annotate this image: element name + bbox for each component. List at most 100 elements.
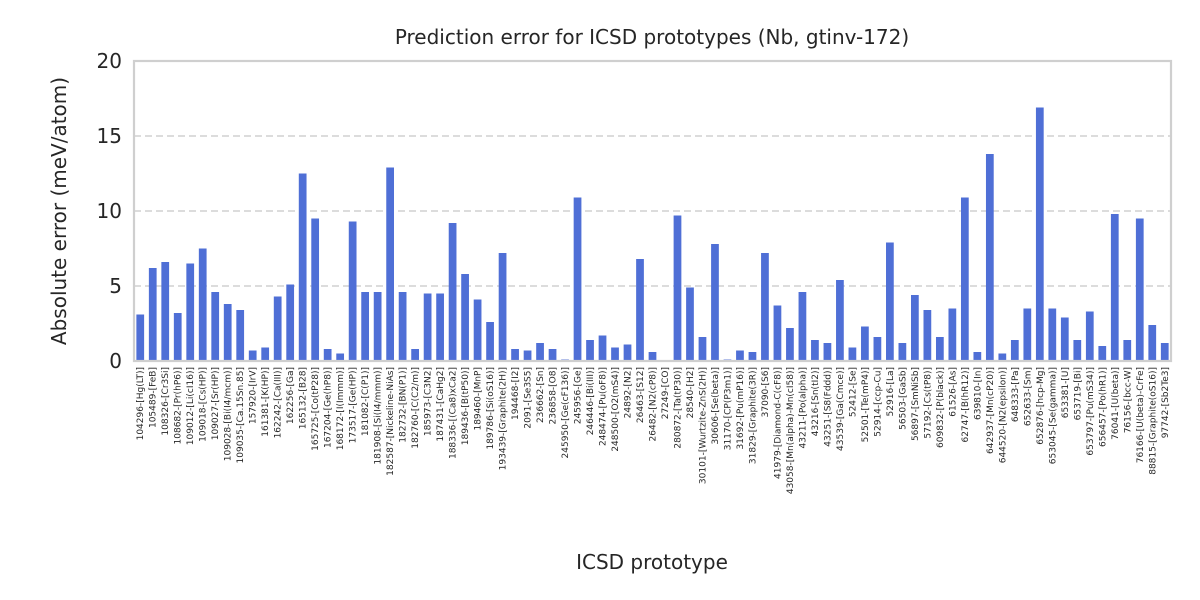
bar xyxy=(298,173,307,361)
x-tick-label: 173517-[Ge(HP)] xyxy=(349,367,359,443)
y-tick-label: 15 xyxy=(97,124,122,148)
x-tick-label: 109027-[Sr(HP)] xyxy=(211,367,221,440)
bar xyxy=(1160,343,1169,361)
x-tick-label: 52914-[ccp-Cu] xyxy=(873,367,883,437)
x-tick-label: 76041-[U(beta)] xyxy=(1111,367,1121,440)
y-tick-label: 0 xyxy=(109,349,122,373)
x-tick-label: 24892-[N2] xyxy=(624,367,634,418)
x-tick-label: 41979-[Diamond-C(cF8)] xyxy=(773,367,783,479)
bars xyxy=(136,107,1169,361)
x-tick-label: 31829-[Graphite(3R)] xyxy=(748,367,758,464)
bar xyxy=(911,295,919,361)
x-tick-label: 236662-[Sn] xyxy=(536,367,546,423)
x-tick-label: 161381-[K(HP)] xyxy=(261,367,271,437)
bar xyxy=(223,304,232,361)
x-tick-label: 52501-[Te(mP4)] xyxy=(861,367,871,442)
bar xyxy=(461,274,469,361)
bar xyxy=(423,293,432,361)
bar xyxy=(411,349,419,361)
x-tick-label: 165725-[Co(tP28)] xyxy=(311,367,321,451)
x-tick-label: 43539-[Ga(Cmce)] xyxy=(836,367,846,451)
bar xyxy=(1098,346,1107,361)
x-tick-label: 245950-[Ge(cF136)] xyxy=(561,367,571,458)
x-tick-label: 167204-[Ge(hP8)] xyxy=(324,367,334,448)
bar xyxy=(985,154,994,361)
x-tick-label: 62747-[B(hR12)] xyxy=(961,367,971,443)
bar xyxy=(573,197,582,361)
x-tick-label: 652633-[Sm] xyxy=(1023,367,1033,426)
bar xyxy=(736,350,744,361)
x-tick-label: 644520-[N2(epsilon)] xyxy=(998,367,1008,463)
bar xyxy=(1023,308,1032,361)
x-tick-label: 56897-[SmNiSb] xyxy=(911,367,921,441)
bar xyxy=(886,242,894,361)
bar xyxy=(698,337,707,361)
bar xyxy=(811,340,819,361)
bar xyxy=(398,292,407,361)
bar xyxy=(448,223,457,361)
x-tick-label: 56503-[GaSb] xyxy=(898,367,908,430)
bar xyxy=(436,293,444,361)
x-tick-label: 162256-[Ga] xyxy=(286,367,296,424)
x-tick-label: 656457-[Po(hR1)] xyxy=(1098,367,1108,447)
x-tick-label: 105489-[FeB] xyxy=(149,367,159,428)
x-tick-label: 187431-[CaHg2] xyxy=(436,367,446,442)
bar xyxy=(536,343,544,361)
x-tick-label: 157920-[IrV] xyxy=(249,367,259,424)
x-tick-label: 165132-[B28] xyxy=(299,367,309,429)
x-tick-label: 182732-[BN(P1)] xyxy=(399,367,409,443)
x-tick-label: 642937-[Mn(cP20)] xyxy=(986,367,996,454)
bar xyxy=(173,313,182,361)
bar xyxy=(1085,311,1094,361)
x-tick-label: 88815-[Graphite(oS16)] xyxy=(1148,367,1158,475)
bar xyxy=(286,284,295,361)
x-tick-label: 189786-[Si(oS16)] xyxy=(486,367,496,450)
bar xyxy=(336,353,345,361)
bar xyxy=(861,326,869,361)
x-tick-label: 104296-[Hg(LT)] xyxy=(136,367,146,440)
bar xyxy=(586,340,594,361)
x-tick-label: 26482-[N2(cP8)] xyxy=(649,367,659,441)
chart-title: Prediction error for ICSD prototypes (Nb… xyxy=(395,25,909,49)
x-tick-label: 76166-[U(beta)-CrFe] xyxy=(1136,367,1146,463)
bar xyxy=(948,308,957,361)
bar xyxy=(761,253,769,361)
bar xyxy=(711,244,719,361)
x-tick-label: 182587-[Nickeline-NiAs] xyxy=(386,367,396,476)
x-tick-label: 61526-[As] xyxy=(948,367,958,417)
x-tick-label: 185973-[C3N2] xyxy=(424,367,434,436)
x-tick-label: 26463-[S12] xyxy=(636,367,646,423)
x-tick-label: 653797-[Pu(mS34)] xyxy=(1086,367,1096,456)
x-tick-label: 30606-[Se(beta)] xyxy=(711,367,721,444)
x-tick-label: 653719-[Bi] xyxy=(1073,367,1083,420)
bar xyxy=(673,215,682,361)
x-tick-label: 31692-[Pu(mP16)] xyxy=(736,367,746,450)
bar xyxy=(636,259,644,361)
x-tick-label: 109028-[Bi(I4/mcm)] xyxy=(224,367,234,461)
x-tick-label: 109035-[Ca.15Sn.85] xyxy=(236,367,246,463)
bar xyxy=(1010,340,1019,361)
x-tick-label: 31170-[CP(P3m1)] xyxy=(723,367,733,450)
bar xyxy=(998,353,1007,361)
x-tick-label: 648333-[Pa] xyxy=(1011,367,1021,422)
bar xyxy=(1073,340,1082,361)
bar xyxy=(786,328,794,361)
bar xyxy=(773,305,782,361)
x-tick-label: 109012-[Li(cI16)] xyxy=(186,367,196,445)
bar xyxy=(523,350,532,361)
bar xyxy=(211,292,220,361)
x-tick-label: 57192-[Cs(tP8)] xyxy=(923,367,933,439)
x-tick-label: 193439-[Graphite(2H)] xyxy=(499,367,509,470)
bar xyxy=(1148,325,1157,361)
bar xyxy=(898,343,907,361)
bar xyxy=(511,349,519,361)
bar xyxy=(1035,107,1044,361)
bar xyxy=(373,292,382,361)
x-tick-label: 52412-[Se] xyxy=(848,367,858,417)
x-tick-label: 609832-[P(black)] xyxy=(936,367,946,448)
bar xyxy=(1060,317,1069,361)
x-tick-label: 653045-[Se(gamma)] xyxy=(1048,367,1058,464)
bar xyxy=(548,349,557,361)
y-tick-label: 10 xyxy=(97,199,122,223)
x-tick-label: 189460-[MnP] xyxy=(474,367,484,431)
